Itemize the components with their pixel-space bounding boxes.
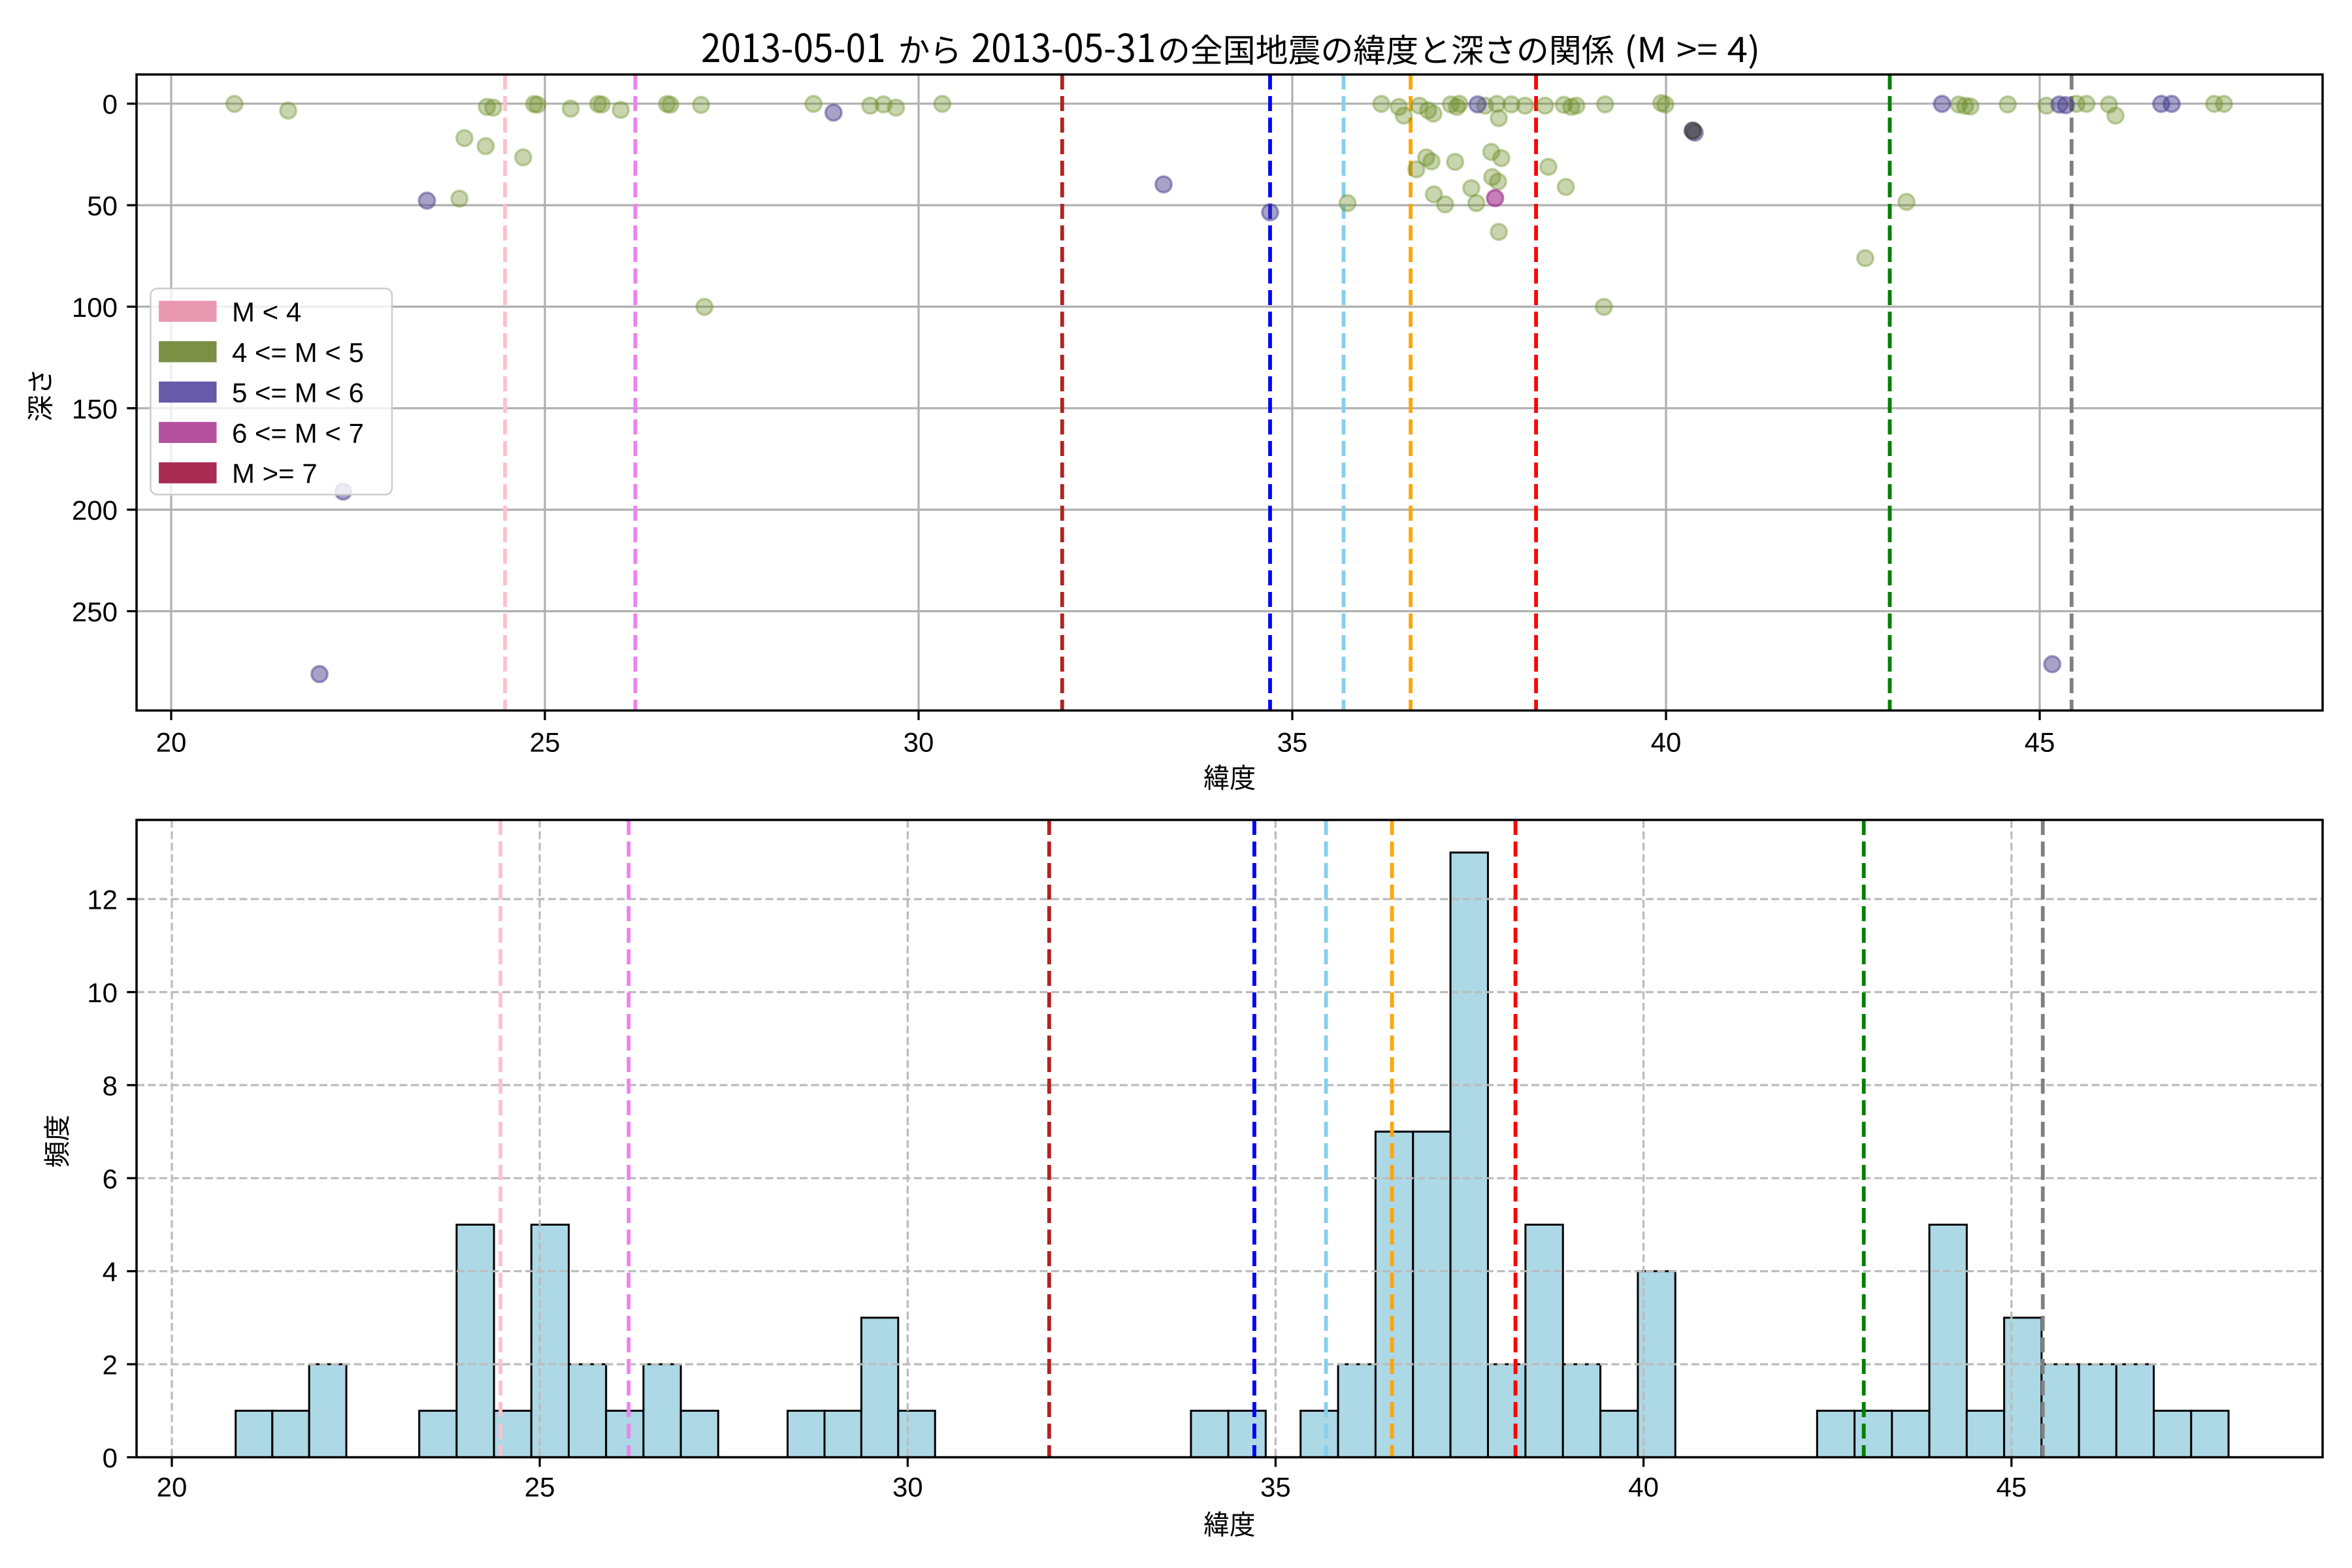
svg-text:150: 150 <box>72 393 118 424</box>
svg-text:50: 50 <box>87 191 118 221</box>
svg-text:4 <= M < 5: 4 <= M < 5 <box>232 337 364 368</box>
svg-text:45: 45 <box>1996 1472 2027 1503</box>
svg-text:25: 25 <box>525 1472 555 1503</box>
svg-text:40: 40 <box>1651 727 1682 758</box>
svg-text:35: 35 <box>1277 727 1308 758</box>
svg-text:100: 100 <box>72 292 118 323</box>
svg-text:0: 0 <box>103 1443 118 1473</box>
svg-text:30: 30 <box>892 1472 923 1503</box>
svg-text:20: 20 <box>156 727 187 758</box>
svg-text:6 <= M < 7: 6 <= M < 7 <box>232 417 364 448</box>
svg-text:25: 25 <box>530 727 561 758</box>
svg-text:0: 0 <box>103 89 118 120</box>
svg-text:10: 10 <box>87 977 118 1008</box>
svg-text:M >= 7: M >= 7 <box>232 458 318 489</box>
svg-text:45: 45 <box>2025 727 2055 758</box>
svg-text:2: 2 <box>103 1350 118 1380</box>
svg-text:M < 4: M < 4 <box>232 297 301 327</box>
svg-text:12: 12 <box>87 885 118 915</box>
svg-text:6: 6 <box>103 1164 118 1194</box>
svg-text:250: 250 <box>72 596 118 627</box>
svg-text:5 <= M < 6: 5 <= M < 6 <box>232 378 364 408</box>
svg-text:35: 35 <box>1260 1472 1291 1503</box>
svg-text:200: 200 <box>72 495 118 526</box>
svg-text:40: 40 <box>1628 1472 1659 1503</box>
svg-text:20: 20 <box>157 1472 188 1503</box>
svg-text:30: 30 <box>904 727 934 758</box>
svg-text:8: 8 <box>103 1070 118 1101</box>
svg-text:4: 4 <box>103 1256 118 1287</box>
